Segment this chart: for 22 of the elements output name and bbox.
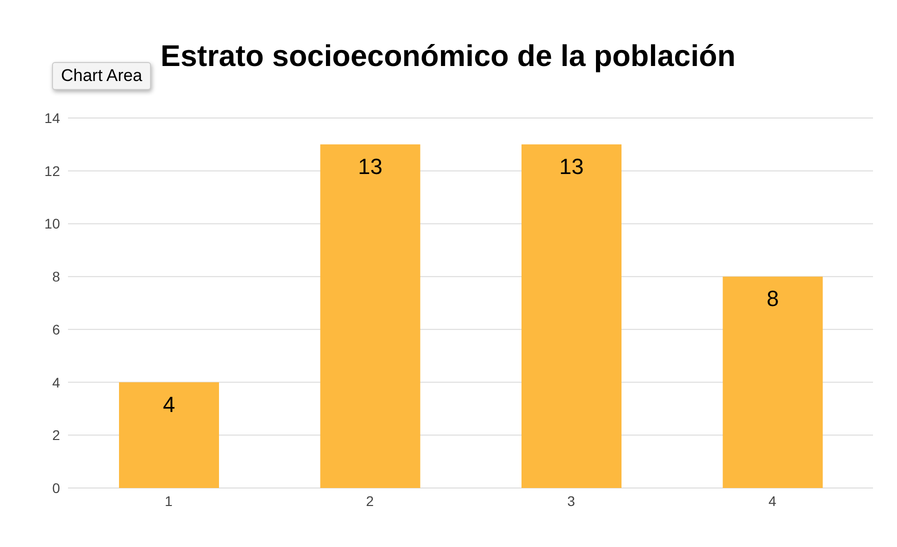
y-tick-label: 4: [52, 374, 60, 390]
y-tick-label: 2: [52, 427, 60, 444]
y-tick-label: 14: [44, 110, 60, 126]
bar: [119, 382, 219, 488]
bar: [522, 144, 622, 488]
data-label: 13: [358, 154, 382, 180]
y-tick-label: 8: [52, 268, 60, 285]
y-tick-label: 10: [44, 216, 60, 232]
data-label: 4: [162, 392, 176, 417]
x-tick-label: 1: [164, 492, 173, 509]
chart-title: Estrato socioeconómico de la población: [160, 40, 736, 73]
x-tick-label: 2: [366, 492, 374, 509]
bar: [320, 144, 420, 488]
y-tick-label: 6: [52, 321, 60, 338]
y-tick-label: 0: [52, 480, 60, 496]
x-tick-label: 4: [768, 492, 776, 509]
data-label: 13: [559, 154, 584, 180]
bar: [722, 276, 823, 488]
text: Chart Area: [52, 62, 152, 90]
y-tick-label: 12: [44, 162, 60, 179]
data-label: 8: [766, 286, 779, 312]
x-tick-label: 3: [567, 492, 576, 509]
